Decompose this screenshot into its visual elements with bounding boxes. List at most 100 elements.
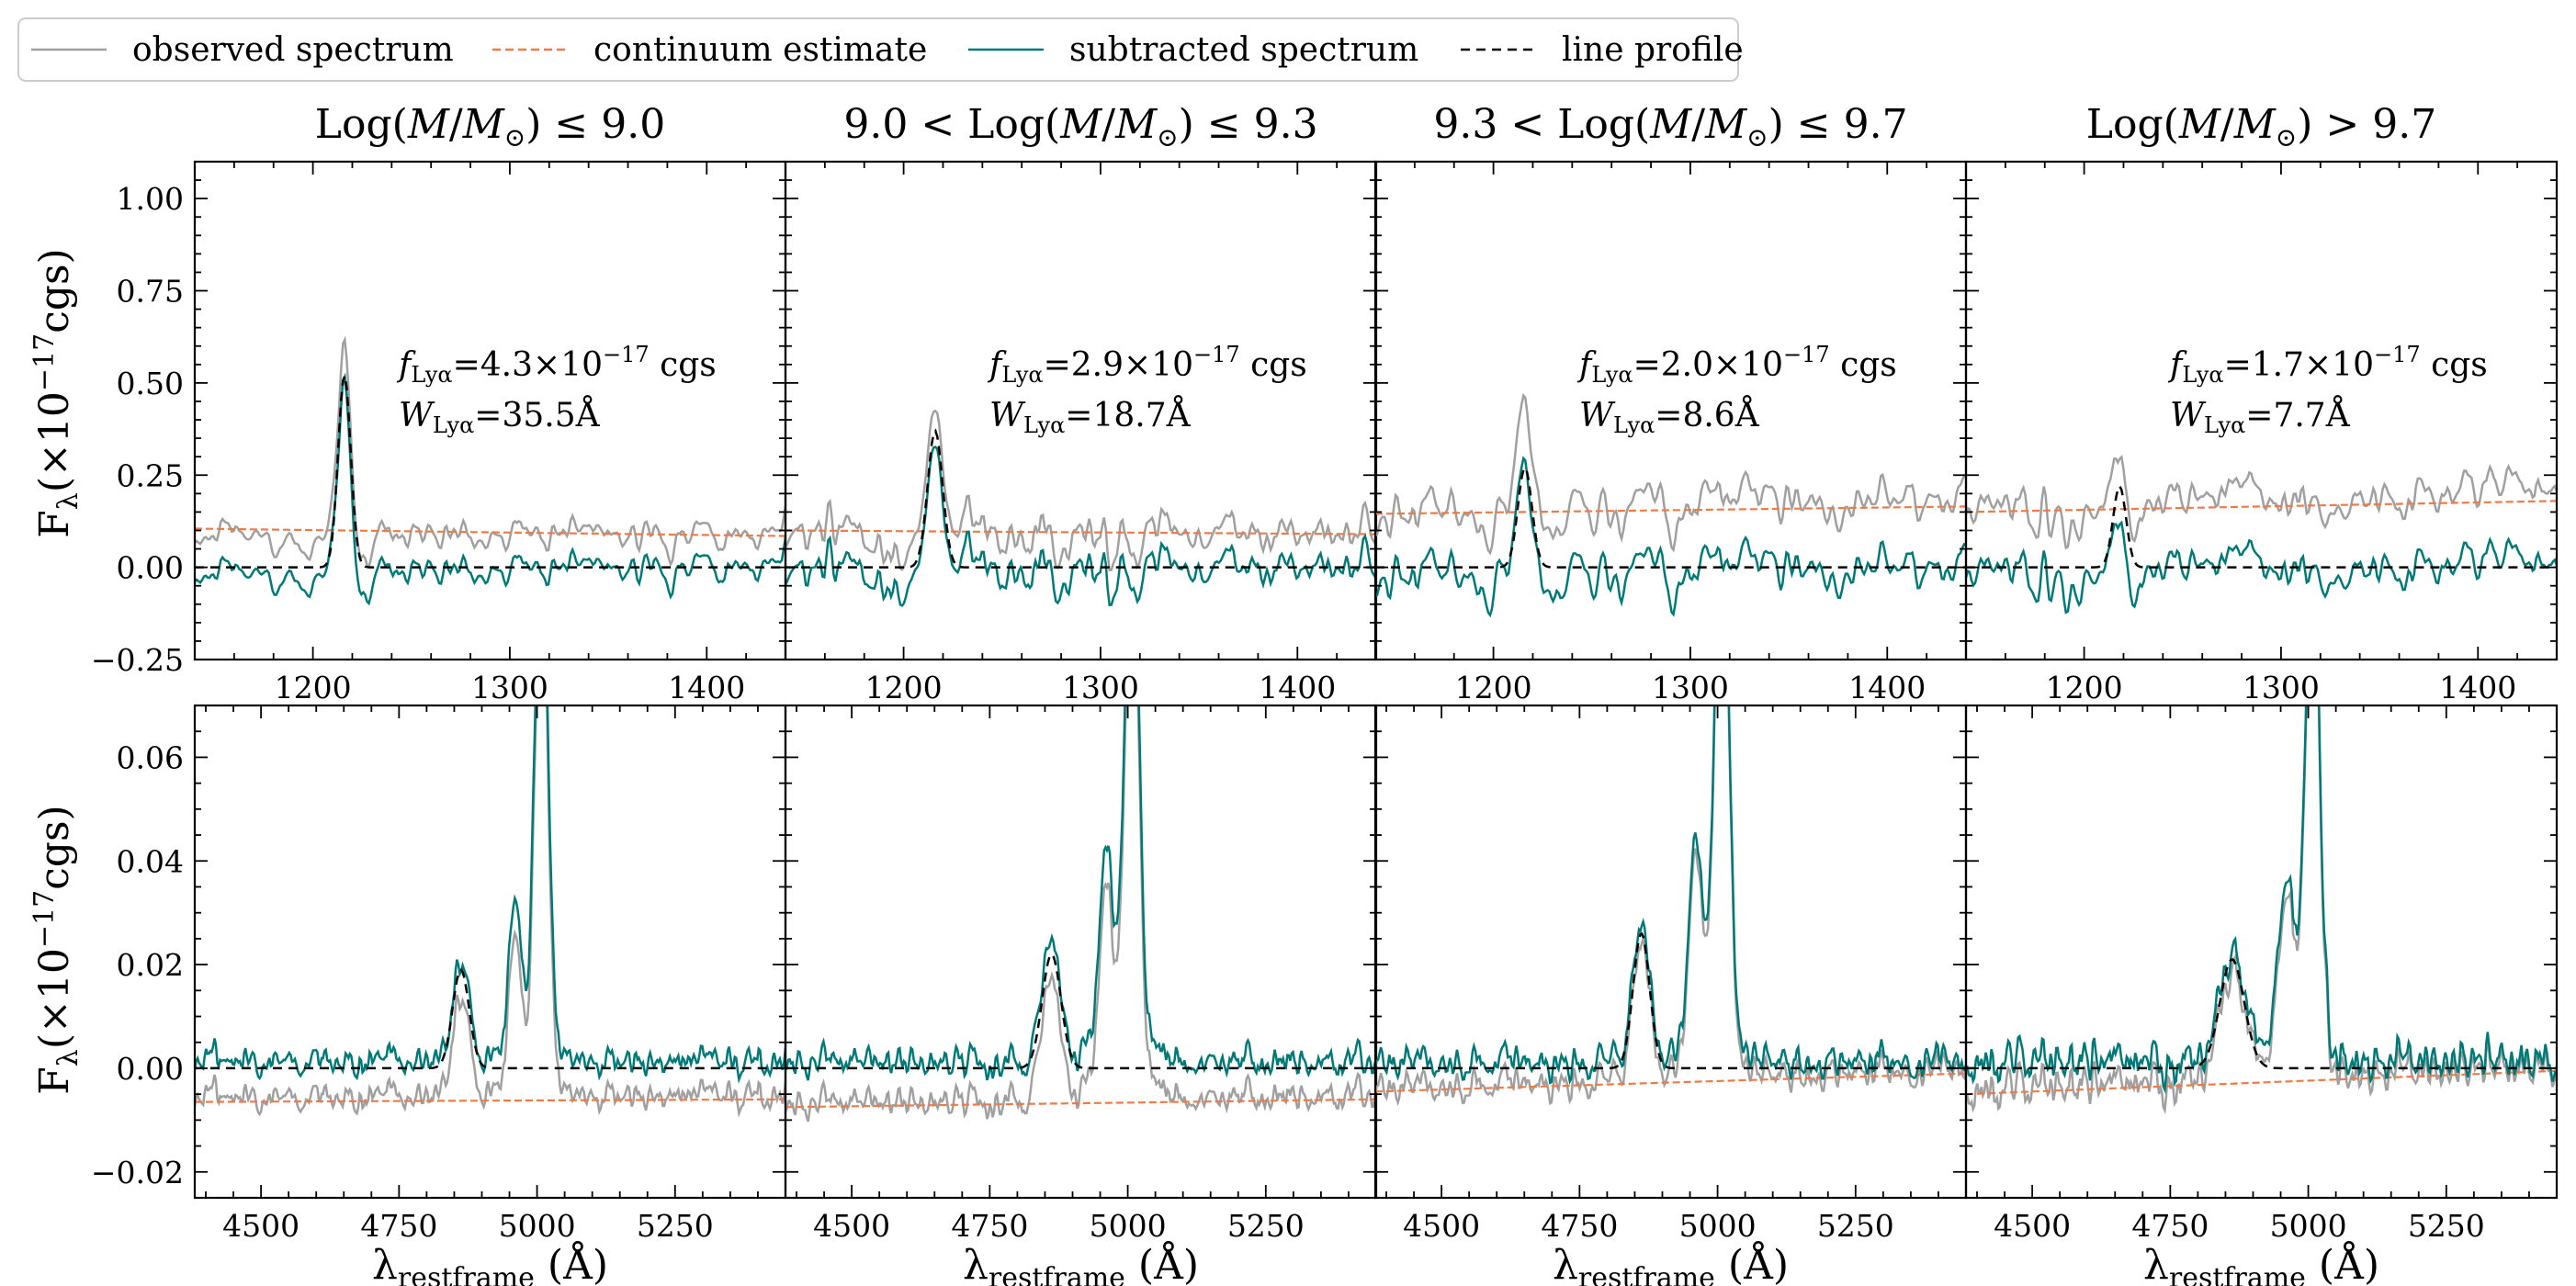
panel-r1-c2: 1200 1300 1400 fLyα=2.9×10−17 cgs WLyα=18.7Å xyxy=(784,160,1378,705)
series-observed-spectrum xyxy=(1375,392,1966,556)
legend-frame xyxy=(17,17,1739,82)
legend-label-continuum: continuum estimate xyxy=(593,31,927,69)
x-tick-label: 1400 xyxy=(2439,670,2516,705)
plot-area xyxy=(785,705,1376,1122)
series-observed-spectrum xyxy=(785,409,1376,572)
panel-r2-c1: 4500 4750 5000 5250 −0.02 0.00 0.02 0.04 0.06 λre… xyxy=(91,704,787,1286)
x-axis-label: λrestframe (Å) xyxy=(1553,1240,1789,1286)
y-tick-label: 0.04 xyxy=(117,843,184,879)
series-line-profile xyxy=(195,968,785,1070)
legend-label-observed: observed spectrum xyxy=(132,31,454,69)
panel-frame xyxy=(1964,160,2559,661)
x-axis-label: λrestframe (Å) xyxy=(963,1240,1199,1286)
x-tick-label: 4750 xyxy=(1541,1208,1618,1244)
y-axis-label-top: Fλ(×10−17cgs) xyxy=(28,248,85,537)
x-tick-label: 5250 xyxy=(1817,1208,1894,1244)
plot-area xyxy=(785,409,1376,607)
series-line-profile xyxy=(1966,483,2557,569)
series-subtracted-spectrum xyxy=(785,705,1376,1081)
x-tick-label: 1300 xyxy=(2243,670,2320,705)
x-tick-label: 4500 xyxy=(1994,1208,2071,1244)
panel-title-col-4: Log(M/M⊙) > 9.7 xyxy=(2086,101,2436,152)
x-axis-label: λrestframe (Å) xyxy=(2143,1240,2379,1286)
x-tick-label: 1400 xyxy=(1848,670,1926,705)
x-tick-label: 4500 xyxy=(1403,1208,1480,1244)
series-observed-spectrum xyxy=(1375,705,1966,1107)
annotation-lya-flux: fLyα=2.9×10−17 cgs xyxy=(987,342,1307,388)
y-tick-label: 0.00 xyxy=(117,550,184,586)
x-tick-label: 4750 xyxy=(2131,1208,2209,1244)
series-line-profile xyxy=(195,371,785,569)
panel-title-col-3: 9.3 < Log(M/M⊙) ≤ 9.7 xyxy=(1433,101,1907,152)
series-continuum-estimate xyxy=(1966,500,2557,513)
series-subtracted-spectrum xyxy=(1966,520,2557,615)
y-tick-label: 0.25 xyxy=(117,457,184,493)
series-observed-spectrum xyxy=(195,335,785,570)
y-axis-label-bottom: Fλ(×10−17cgs) xyxy=(28,805,85,1094)
x-tick-label: 1200 xyxy=(275,670,352,705)
x-tick-label: 5250 xyxy=(1227,1208,1305,1244)
series-observed-spectrum xyxy=(1966,705,2557,1115)
x-tick-label: 1200 xyxy=(1455,670,1532,705)
y-tick-label: 0.02 xyxy=(117,947,184,983)
x-tick-label: 5000 xyxy=(1090,1208,1167,1244)
y-tick-label: 0.06 xyxy=(117,739,184,775)
x-tick-label: 4500 xyxy=(222,1208,299,1244)
x-tick-label: 5000 xyxy=(1679,1208,1757,1244)
panel-title-col-2: 9.0 < Log(M/M⊙) ≤ 9.3 xyxy=(843,101,1317,152)
panel-title-col-1: Log(M/M⊙) ≤ 9.0 xyxy=(315,101,665,152)
x-tick-label: 5250 xyxy=(2408,1208,2485,1244)
panel-r2-c3: 4500 4750 5000 5250 λrestframe (Å) xyxy=(1373,704,1968,1286)
series-subtracted-spectrum xyxy=(195,372,785,606)
y-tick-label: 0.75 xyxy=(117,274,184,310)
series-continuum-estimate xyxy=(1375,505,1966,515)
series-line-profile xyxy=(1375,466,1966,569)
plot-area xyxy=(1966,705,2557,1115)
series-line-profile xyxy=(785,428,1376,569)
series-continuum-estimate xyxy=(785,529,1376,536)
panel-frame xyxy=(784,704,1378,1200)
x-tick-label: 1300 xyxy=(1652,670,1729,705)
plot-area xyxy=(195,335,785,606)
legend: observed spectrum continuum estimate sub… xyxy=(17,17,1744,82)
x-tick-label: 1400 xyxy=(1259,670,1336,705)
series-observed-spectrum xyxy=(785,705,1376,1122)
x-tick-label: 5000 xyxy=(499,1208,576,1244)
panel-r2-c4: 4500 4750 5000 5250 λrestframe (Å) xyxy=(1964,704,2559,1286)
series-line-profile xyxy=(1966,958,2557,1070)
series-subtracted-spectrum xyxy=(1375,705,1966,1085)
series-subtracted-spectrum xyxy=(195,705,785,1085)
annotation-lya-flux: fLyα=4.3×10−17 cgs xyxy=(396,342,717,388)
series-line-profile xyxy=(1375,931,1966,1070)
annotation-lya-flux: fLyα=2.0×10−17 cgs xyxy=(1576,342,1897,388)
annotation-lya-ew: WLyα=8.6Å xyxy=(1579,396,1760,438)
annotation-lya-ew: WLyα=7.7Å xyxy=(2170,396,2351,438)
plot-area xyxy=(1375,392,1966,618)
annotation-lya-ew: WLyα=35.5Å xyxy=(399,396,601,438)
y-tick-label: 1.00 xyxy=(117,181,184,217)
panel-frame xyxy=(193,704,787,1200)
x-tick-label: 5250 xyxy=(637,1208,714,1244)
y-tick-label: −0.25 xyxy=(91,642,184,678)
annotation-lya-ew: WLyα=18.7Å xyxy=(989,396,1192,438)
y-tick-label: −0.02 xyxy=(91,1155,184,1190)
x-tick-label: 1200 xyxy=(865,670,943,705)
panel-frame xyxy=(1964,704,2559,1200)
series-subtracted-spectrum xyxy=(1966,705,2557,1094)
plot-area xyxy=(1375,705,1966,1107)
panel-r1-c4: 1200 1300 1400 fLyα=1.7×10−17 cgs WLyα=7.7Å xyxy=(1964,160,2559,705)
x-tick-label: 5000 xyxy=(2270,1208,2347,1244)
plot-area xyxy=(195,705,785,1118)
series-subtracted-spectrum xyxy=(1375,456,1966,618)
plot-area xyxy=(1966,454,2557,615)
x-axis-label: λrestframe (Å) xyxy=(372,1240,608,1286)
panel-r1-c1: 1200 1300 1400 −0.25 0.00 0.25 0.50 0.75 1.00 fLy… xyxy=(91,160,787,705)
x-tick-label: 4750 xyxy=(360,1208,437,1244)
panel-frame xyxy=(1373,704,1968,1200)
x-tick-label: 1400 xyxy=(668,670,745,705)
annotation-lya-flux: fLyα=1.7×10−17 cgs xyxy=(2167,342,2488,388)
panels: Log(M/M⊙) ≤ 9.0 9.0 < Log(M/M⊙) ≤ 9.3 9.3 … xyxy=(91,101,2559,1286)
legend-label-profile: line profile xyxy=(1562,31,1744,69)
x-tick-label: 1300 xyxy=(1062,670,1139,705)
